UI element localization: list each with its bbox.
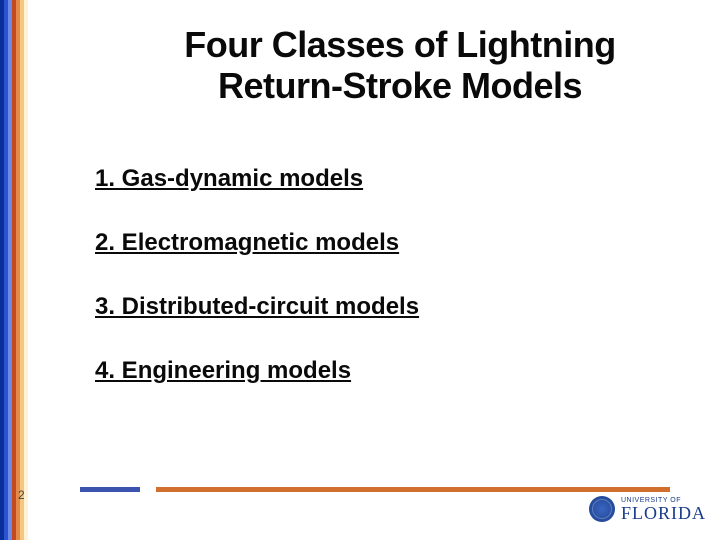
slide: Four Classes of Lightning Return-Stroke … [0, 0, 720, 540]
page-number: 2 [18, 488, 25, 502]
logo-bottom-text: FLORIDA [621, 504, 706, 522]
title-line-1: Four Classes of Lightning [184, 24, 616, 65]
logo-text: UNIVERSITY OF FLORIDA [621, 497, 706, 522]
list-item: 3. Distributed-circuit models [95, 293, 655, 321]
rule-segment [140, 487, 156, 492]
uf-seal-icon [589, 496, 615, 522]
left-accent-bar [0, 0, 32, 540]
slide-body: 1. Gas-dynamic models 2. Electromagnetic … [95, 165, 655, 421]
rule-segment [156, 487, 670, 492]
rule-segment [80, 487, 140, 492]
list-item: 2. Electromagnetic models [95, 229, 655, 257]
list-item: 1. Gas-dynamic models [95, 165, 655, 193]
slide-title: Four Classes of Lightning Return-Stroke … [120, 24, 680, 107]
title-line-2: Return-Stroke Models [218, 65, 582, 106]
bottom-rule [80, 487, 670, 492]
list-item: 4. Engineering models [95, 357, 655, 385]
university-logo: UNIVERSITY OF FLORIDA [589, 496, 706, 522]
accent-stripe [24, 0, 28, 540]
